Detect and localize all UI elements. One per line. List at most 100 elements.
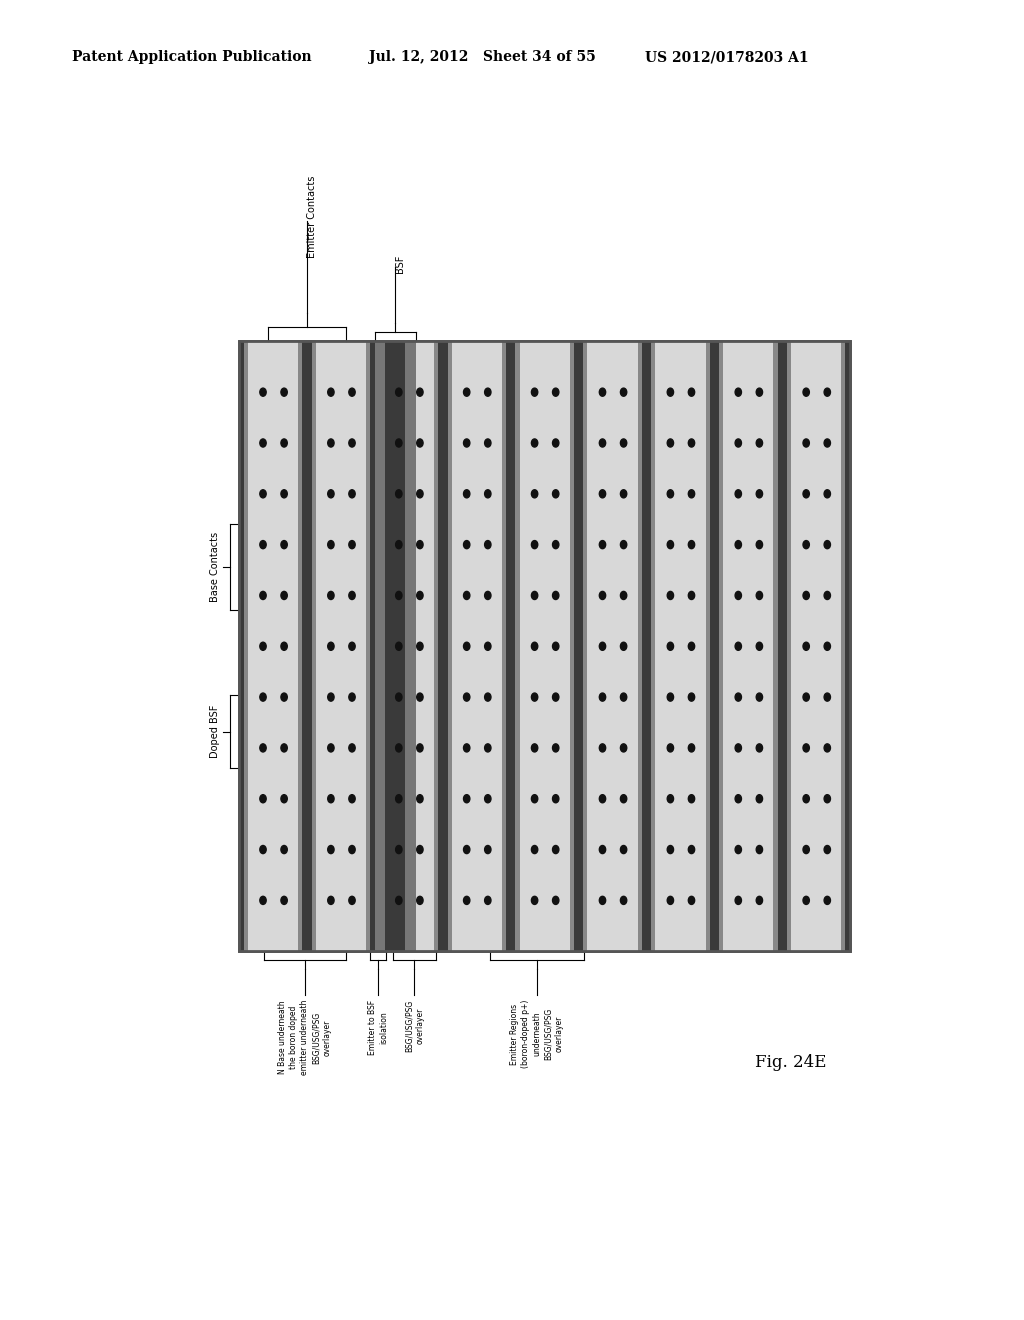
Text: BSF: BSF (395, 255, 406, 273)
Circle shape (395, 744, 402, 752)
Circle shape (599, 846, 605, 854)
Circle shape (260, 693, 266, 701)
Circle shape (803, 388, 809, 396)
Circle shape (735, 591, 741, 599)
Circle shape (349, 591, 355, 599)
Bar (846, 342, 850, 952)
Circle shape (484, 846, 490, 854)
Circle shape (599, 795, 605, 803)
Text: BSG/USG/PSG
overlayer: BSG/USG/PSG overlayer (404, 1001, 425, 1052)
Circle shape (803, 541, 809, 549)
Circle shape (668, 440, 674, 447)
Text: Fig. 24E: Fig. 24E (755, 1055, 826, 1072)
Circle shape (484, 541, 490, 549)
Text: N Base underneath
the boron doped
emitter underneath
BSG/USG/PSG
overlayer: N Base underneath the boron doped emitte… (279, 1001, 332, 1076)
Bar (438, 342, 442, 952)
Circle shape (803, 490, 809, 498)
Circle shape (824, 643, 830, 651)
Circle shape (328, 643, 334, 651)
Circle shape (621, 795, 627, 803)
Circle shape (824, 744, 830, 752)
Circle shape (328, 541, 334, 549)
Circle shape (756, 896, 763, 904)
Circle shape (417, 388, 423, 396)
Circle shape (260, 643, 266, 651)
Circle shape (395, 643, 402, 651)
Circle shape (417, 440, 423, 447)
Circle shape (464, 896, 470, 904)
Circle shape (668, 693, 674, 701)
Circle shape (803, 440, 809, 447)
Circle shape (688, 643, 694, 651)
Circle shape (553, 846, 559, 854)
Circle shape (484, 440, 490, 447)
Circle shape (599, 591, 605, 599)
Circle shape (417, 795, 423, 803)
Circle shape (688, 693, 694, 701)
Circle shape (464, 440, 470, 447)
Bar (782, 342, 787, 952)
Circle shape (281, 440, 288, 447)
Circle shape (621, 541, 627, 549)
Circle shape (328, 388, 334, 396)
Circle shape (484, 591, 490, 599)
Circle shape (824, 846, 830, 854)
Circle shape (621, 846, 627, 854)
Circle shape (464, 693, 470, 701)
Circle shape (417, 846, 423, 854)
Circle shape (824, 388, 830, 396)
Circle shape (349, 693, 355, 701)
Circle shape (464, 744, 470, 752)
Text: US 2012/0178203 A1: US 2012/0178203 A1 (645, 50, 809, 65)
Circle shape (484, 896, 490, 904)
Circle shape (484, 643, 490, 651)
Bar (506, 342, 511, 952)
Text: Base Contacts: Base Contacts (210, 532, 220, 602)
Circle shape (417, 490, 423, 498)
Circle shape (803, 591, 809, 599)
Circle shape (395, 846, 402, 854)
Circle shape (621, 440, 627, 447)
Circle shape (464, 490, 470, 498)
Bar (651, 342, 655, 952)
Circle shape (349, 388, 355, 396)
Circle shape (599, 896, 605, 904)
Circle shape (735, 490, 741, 498)
Circle shape (735, 643, 741, 651)
Circle shape (553, 896, 559, 904)
Circle shape (328, 896, 334, 904)
Circle shape (803, 744, 809, 752)
Circle shape (735, 693, 741, 701)
Circle shape (756, 591, 763, 599)
Circle shape (688, 744, 694, 752)
Circle shape (688, 541, 694, 549)
Circle shape (599, 541, 605, 549)
Text: Patent Application Publication: Patent Application Publication (72, 50, 311, 65)
Circle shape (824, 896, 830, 904)
Circle shape (803, 846, 809, 854)
Circle shape (260, 896, 266, 904)
Circle shape (531, 388, 538, 396)
Circle shape (281, 693, 288, 701)
Bar (298, 342, 302, 952)
Circle shape (484, 795, 490, 803)
Circle shape (553, 643, 559, 651)
Bar (240, 342, 850, 952)
Circle shape (417, 693, 423, 701)
Circle shape (417, 541, 423, 549)
Bar (307, 342, 311, 952)
Circle shape (824, 490, 830, 498)
Circle shape (260, 795, 266, 803)
Circle shape (328, 693, 334, 701)
Circle shape (688, 388, 694, 396)
Circle shape (464, 643, 470, 651)
Circle shape (349, 643, 355, 651)
Bar (244, 342, 248, 952)
Circle shape (260, 591, 266, 599)
Circle shape (260, 744, 266, 752)
Circle shape (349, 896, 355, 904)
Circle shape (260, 541, 266, 549)
Circle shape (395, 490, 402, 498)
Bar (447, 342, 452, 952)
Bar (380, 342, 384, 952)
